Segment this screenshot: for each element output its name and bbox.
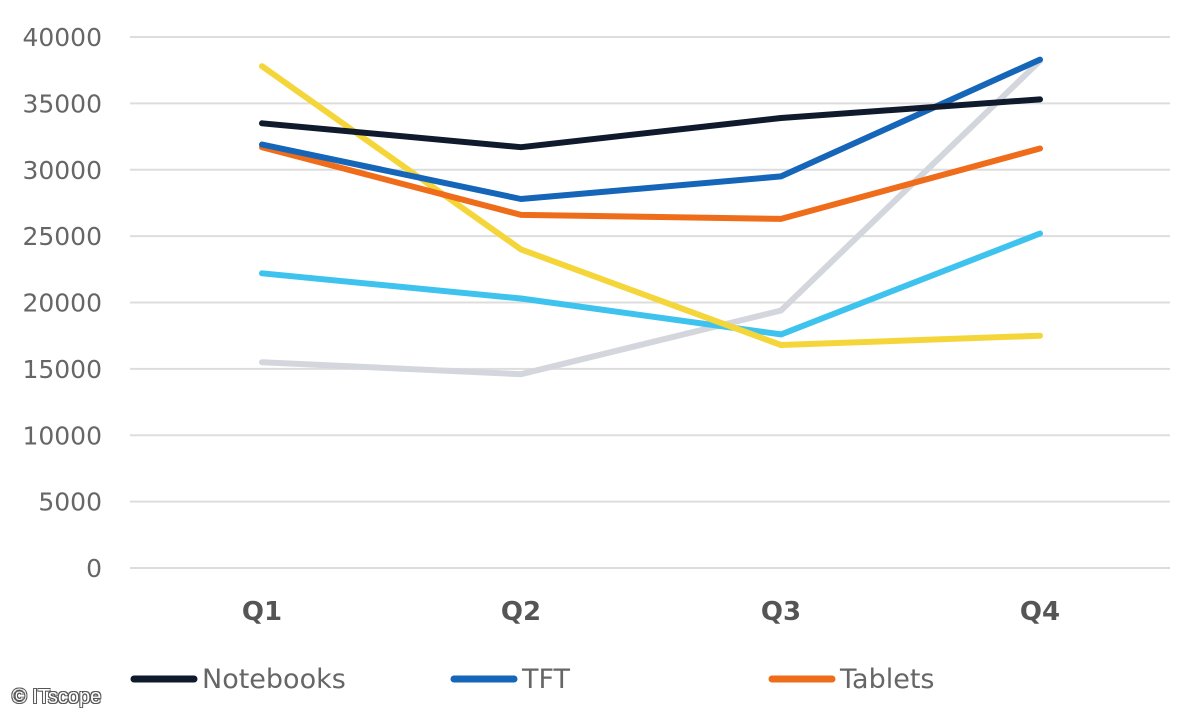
series-line-tft	[259, 56, 1043, 202]
y-tick-label: 5000	[38, 488, 102, 517]
y-tick-label: 40000	[22, 23, 102, 52]
x-tick-label: Q2	[501, 597, 541, 627]
y-tick-label: 20000	[22, 289, 102, 318]
y-tick-label: 25000	[22, 222, 102, 251]
x-axis-ticks: Q1 Q2 Q3 Q4	[242, 597, 1060, 627]
x-tick-label: Q3	[761, 597, 801, 627]
y-axis-ticks: 0 5000 10000 15000 20000 25000 30000 35000 40000	[22, 23, 102, 583]
y-tick-label: 10000	[22, 421, 102, 450]
x-tick-label: Q4	[1020, 597, 1060, 627]
copyright-watermark: © ITscope	[12, 686, 102, 708]
series-lines	[259, 56, 1043, 378]
series-line-tablets	[259, 144, 1043, 222]
x-tick-label: Q1	[242, 597, 282, 627]
legend-label: Notebooks	[202, 664, 346, 695]
series-line-notebooks	[259, 96, 1043, 151]
legend-label: Tablets	[839, 664, 934, 695]
y-tick-label: 35000	[22, 89, 102, 118]
gridlines	[130, 36, 1170, 569]
legend-label: TFT	[521, 664, 571, 695]
series-line-unnamed-3	[259, 63, 1043, 348]
series-line-unnamed-4	[259, 230, 1043, 338]
y-tick-label: 15000	[22, 355, 102, 384]
y-tick-label: 30000	[22, 156, 102, 185]
legend: Notebooks TFT Tablets	[130, 664, 934, 695]
y-tick-label: 0	[86, 554, 102, 583]
